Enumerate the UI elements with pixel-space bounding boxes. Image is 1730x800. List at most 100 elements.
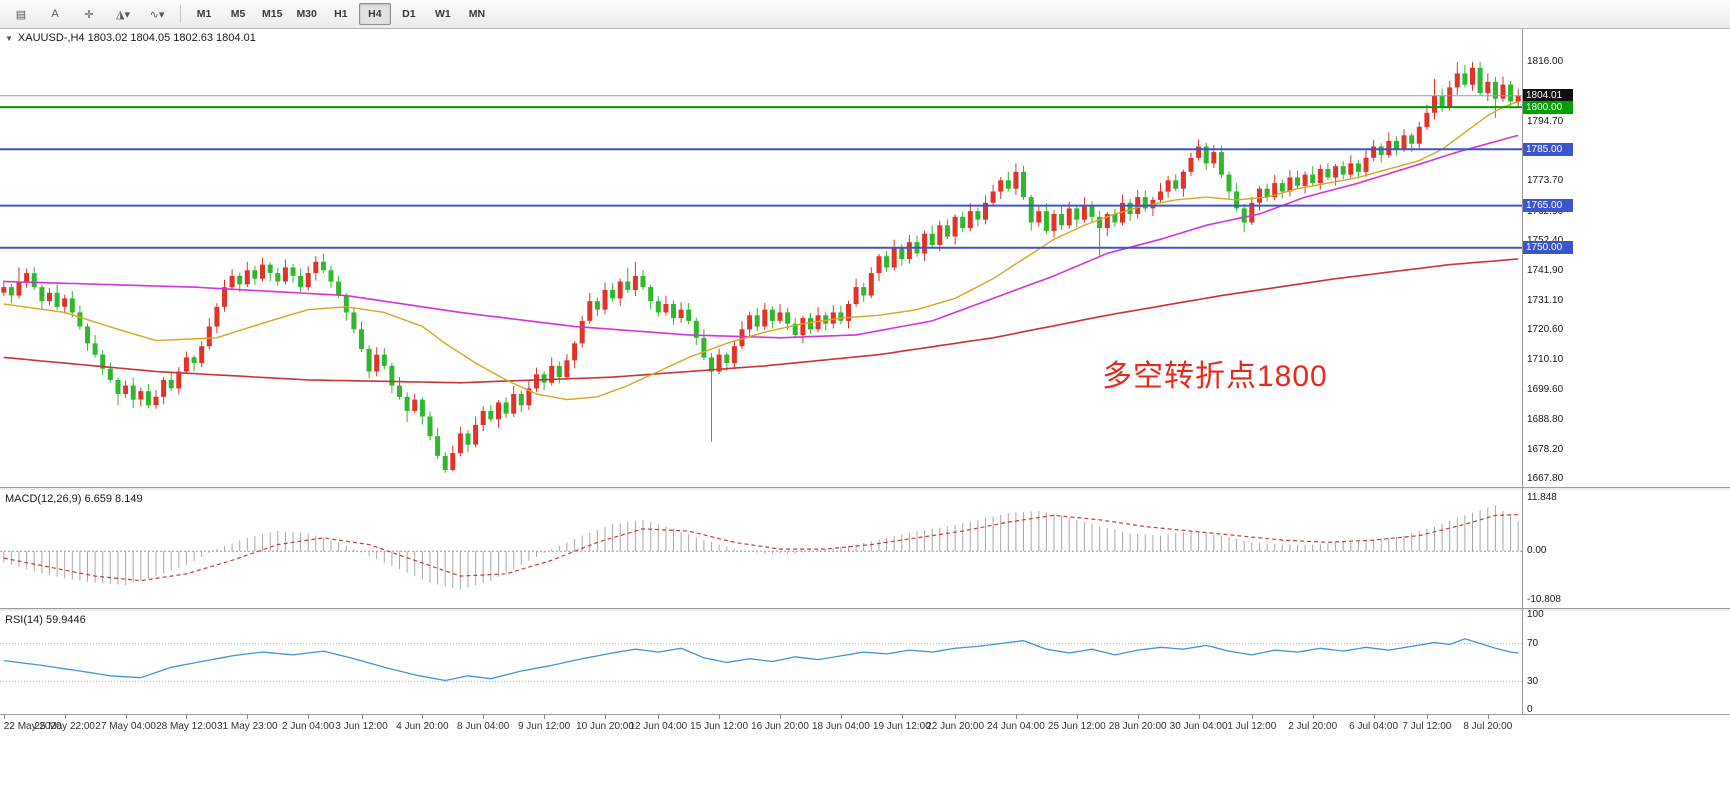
time-tick [186, 715, 188, 719]
macd-canvas[interactable] [0, 490, 1522, 608]
macd-tick-label: -10.808 [1527, 594, 1561, 605]
time-tick [658, 715, 660, 719]
price-level-box: 1750.00 [1523, 241, 1573, 255]
rsi-panel: RSI(14) 59.9446 100 70 30 0 [0, 609, 1730, 715]
time-tick [361, 715, 363, 719]
price-tick-label: 1699.60 [1527, 383, 1564, 395]
symbol-ohlc-header: ▼ XAUUSD-,H4 1803.02 1804.05 1802.63 180… [5, 32, 256, 44]
time-tick [780, 715, 781, 719]
tf-button-mn[interactable]: MN [468, 8, 486, 20]
time-tick-label: 9 Jun 12:00 [517, 721, 571, 732]
time-tick-label: 27 May 04:00 [95, 721, 156, 732]
time-tick [422, 715, 424, 719]
price-tick-label: 1773.70 [1527, 175, 1564, 187]
time-tick [955, 715, 957, 719]
time-tick [1251, 715, 1253, 719]
rsi-tick-label: 70 [1527, 637, 1539, 649]
line-studies-icon[interactable]: ∿▾ [149, 8, 165, 21]
tf-button-h4[interactable]: H4 [358, 3, 391, 25]
rsi-indicator-label: RSI(14) 59.9446 [5, 614, 86, 626]
toolbar-icon-group: ▤ A ✛ ◮▾ ∿▾ [5, 3, 173, 25]
ma-fast-orange-line [3, 100, 1519, 401]
tf-button-m15[interactable]: M15 [262, 8, 283, 20]
time-tick [1137, 715, 1139, 719]
ma-slow-red-line [3, 258, 1519, 384]
time-tick [901, 715, 903, 719]
time-tick-label: 3 Jun 12:00 [335, 721, 388, 732]
time-tick-label: 2 Jun 04:00 [282, 721, 335, 732]
macd-signal-line [3, 514, 1519, 582]
rsi-line [3, 638, 1519, 682]
price-tick-label: 1688.80 [1527, 413, 1564, 425]
time-tick-label: 12 Jun 04:00 [629, 721, 688, 732]
macd-histogram [3, 505, 1519, 590]
time-tick [605, 715, 606, 719]
chart-area: ▼ XAUUSD-,H4 1803.02 1804.05 1802.63 180… [0, 29, 1730, 800]
time-tick-label: 6 Jul 04:00 [1349, 721, 1399, 732]
crosshair-tool-icon[interactable]: ✛ [84, 8, 94, 21]
time-tick-label: 19 Jun 12:00 [872, 721, 931, 732]
macd-indicator-label: MACD(12,26,9) 6.659 8.149 [5, 493, 143, 505]
toolbar: ▤ A ✛ ◮▾ ∿▾ M1 M5 M15 M30 H1 H4 D1 W1 MN [0, 0, 1730, 29]
tf-button-m30[interactable]: M30 [296, 8, 317, 20]
time-tick-label: 15 Jun 12:00 [690, 721, 749, 732]
time-tick [1487, 715, 1489, 719]
tf-button-m5[interactable]: M5 [230, 8, 246, 20]
time-tick-label: 18 Jun 04:00 [811, 721, 870, 732]
candles [1, 61, 1521, 473]
timeframe-button-group: M1 M5 M15 M30 H1 H4 D1 W1 MN [188, 3, 493, 25]
main-chart-panel: ▼ XAUUSD-,H4 1803.02 1804.05 1802.63 180… [0, 29, 1730, 487]
price-tick-label: 1678.20 [1527, 443, 1564, 455]
price-tick-label: 1720.60 [1527, 324, 1564, 336]
ma-mid-magenta-line [3, 134, 1519, 339]
candlestick-canvas[interactable] [0, 29, 1522, 487]
price-scale-border [1522, 29, 1523, 714]
symbol-ohlc-text: XAUUSD-,H4 1803.02 1804.05 1802.63 1804.… [17, 32, 256, 44]
time-tick-label: 24 Jun 04:00 [986, 721, 1045, 732]
macd-tick-label: 0.00 [1527, 545, 1547, 557]
tf-button-m1[interactable]: M1 [196, 8, 212, 20]
rsi-canvas[interactable] [0, 611, 1522, 714]
price-level-box: 1765.00 [1523, 199, 1573, 213]
time-tick [483, 715, 485, 719]
price-tick-label: 1667.80 [1527, 472, 1564, 484]
time-tick [64, 715, 66, 719]
time-tick-label: 8 Jul 20:00 [1463, 721, 1513, 732]
tf-button-d1[interactable]: D1 [402, 8, 416, 20]
time-tick-label: 22 May 2020 [3, 721, 62, 732]
symbol-dropdown-arrow[interactable]: ▼ [5, 33, 13, 43]
price-level-box: 1804.01 [1523, 89, 1573, 103]
tf-button-h1[interactable]: H1 [334, 8, 348, 20]
time-tick-label: 22 Jun 20:00 [926, 721, 985, 732]
time-tick-label: 4 Jun 20:00 [396, 721, 449, 732]
rsi-tick-label: 30 [1527, 675, 1539, 687]
chart-objects-icon[interactable]: ▤ [15, 8, 27, 21]
shapes-tool-icon[interactable]: ◮▾ [116, 8, 130, 21]
time-tick-label: 25 May 22:00 [34, 721, 95, 732]
time-tick [1198, 715, 1200, 719]
panel-splitter[interactable] [0, 487, 1730, 490]
time-tick [1426, 715, 1428, 719]
panel-splitter[interactable] [0, 608, 1730, 611]
time-tick [1076, 715, 1078, 719]
time-scale[interactable]: 22 May 2020 25 May 22:00 27 May 04:00 28 Ma… [0, 714, 1730, 737]
rsi-tick-label: 0 [1527, 704, 1533, 715]
toolbar-separator [180, 5, 181, 23]
time-tick-label: 31 May 23:00 [216, 721, 278, 732]
macd-tick-label: 11.848 [1527, 492, 1557, 503]
time-tick [719, 715, 721, 719]
chart-annotation-text[interactable]: 多空转折点1800 [1102, 360, 1328, 393]
price-tick-label: 1731.10 [1527, 294, 1564, 306]
time-tick-label: 1 Jul 12:00 [1227, 721, 1277, 732]
time-tick [308, 715, 310, 719]
time-tick [125, 715, 127, 719]
time-tick [1015, 715, 1017, 719]
price-tick-label: 1752.40 [1527, 235, 1563, 247]
price-level-box: 1800.00 [1523, 100, 1573, 114]
time-tick-label: 8 Jun 04:00 [457, 721, 510, 732]
tf-button-w1[interactable]: W1 [435, 8, 451, 20]
text-tool-icon[interactable]: A [51, 8, 59, 20]
time-tick [544, 715, 546, 719]
price-tick-label: 1710.10 [1527, 354, 1564, 365]
time-tick-label: 25 Jun 12:00 [1047, 721, 1106, 732]
